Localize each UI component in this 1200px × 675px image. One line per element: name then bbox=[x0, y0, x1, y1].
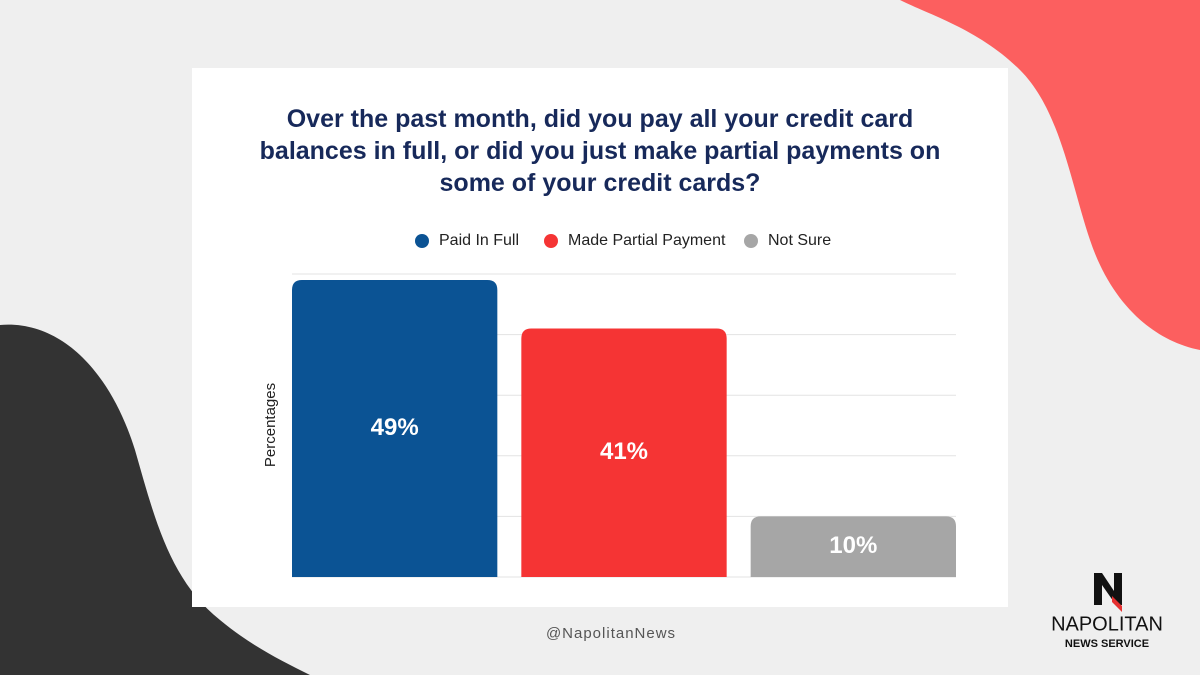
value-label: 49% bbox=[371, 414, 419, 441]
logo: NAPOLITAN NEWS SERVICE bbox=[1051, 573, 1163, 650]
decor-red bbox=[900, 0, 1200, 350]
legend-label: Made Partial Payment bbox=[568, 232, 726, 249]
bar bbox=[750, 516, 956, 577]
logo-mark bbox=[1094, 573, 1122, 605]
bar bbox=[292, 280, 498, 577]
legend-label: Paid In Full bbox=[439, 232, 519, 249]
legend-marker bbox=[544, 234, 558, 248]
legend-marker bbox=[744, 234, 758, 248]
bar bbox=[521, 328, 727, 577]
logo-accent bbox=[1112, 596, 1122, 612]
legend-marker bbox=[415, 234, 429, 248]
y-axis-label: Percentages bbox=[262, 383, 279, 467]
decor-dark bbox=[0, 324, 310, 675]
chart-title: Over the past month, did you pay all you… bbox=[259, 105, 941, 197]
value-label: 10% bbox=[829, 532, 877, 559]
value-label: 41% bbox=[600, 438, 648, 465]
footer-handle: @NapolitanNews bbox=[546, 625, 676, 642]
brand-sub: NEWS SERVICE bbox=[1065, 638, 1149, 650]
brand: NAPOLITAN bbox=[1051, 613, 1163, 635]
legend-label: Not Sure bbox=[768, 232, 831, 249]
